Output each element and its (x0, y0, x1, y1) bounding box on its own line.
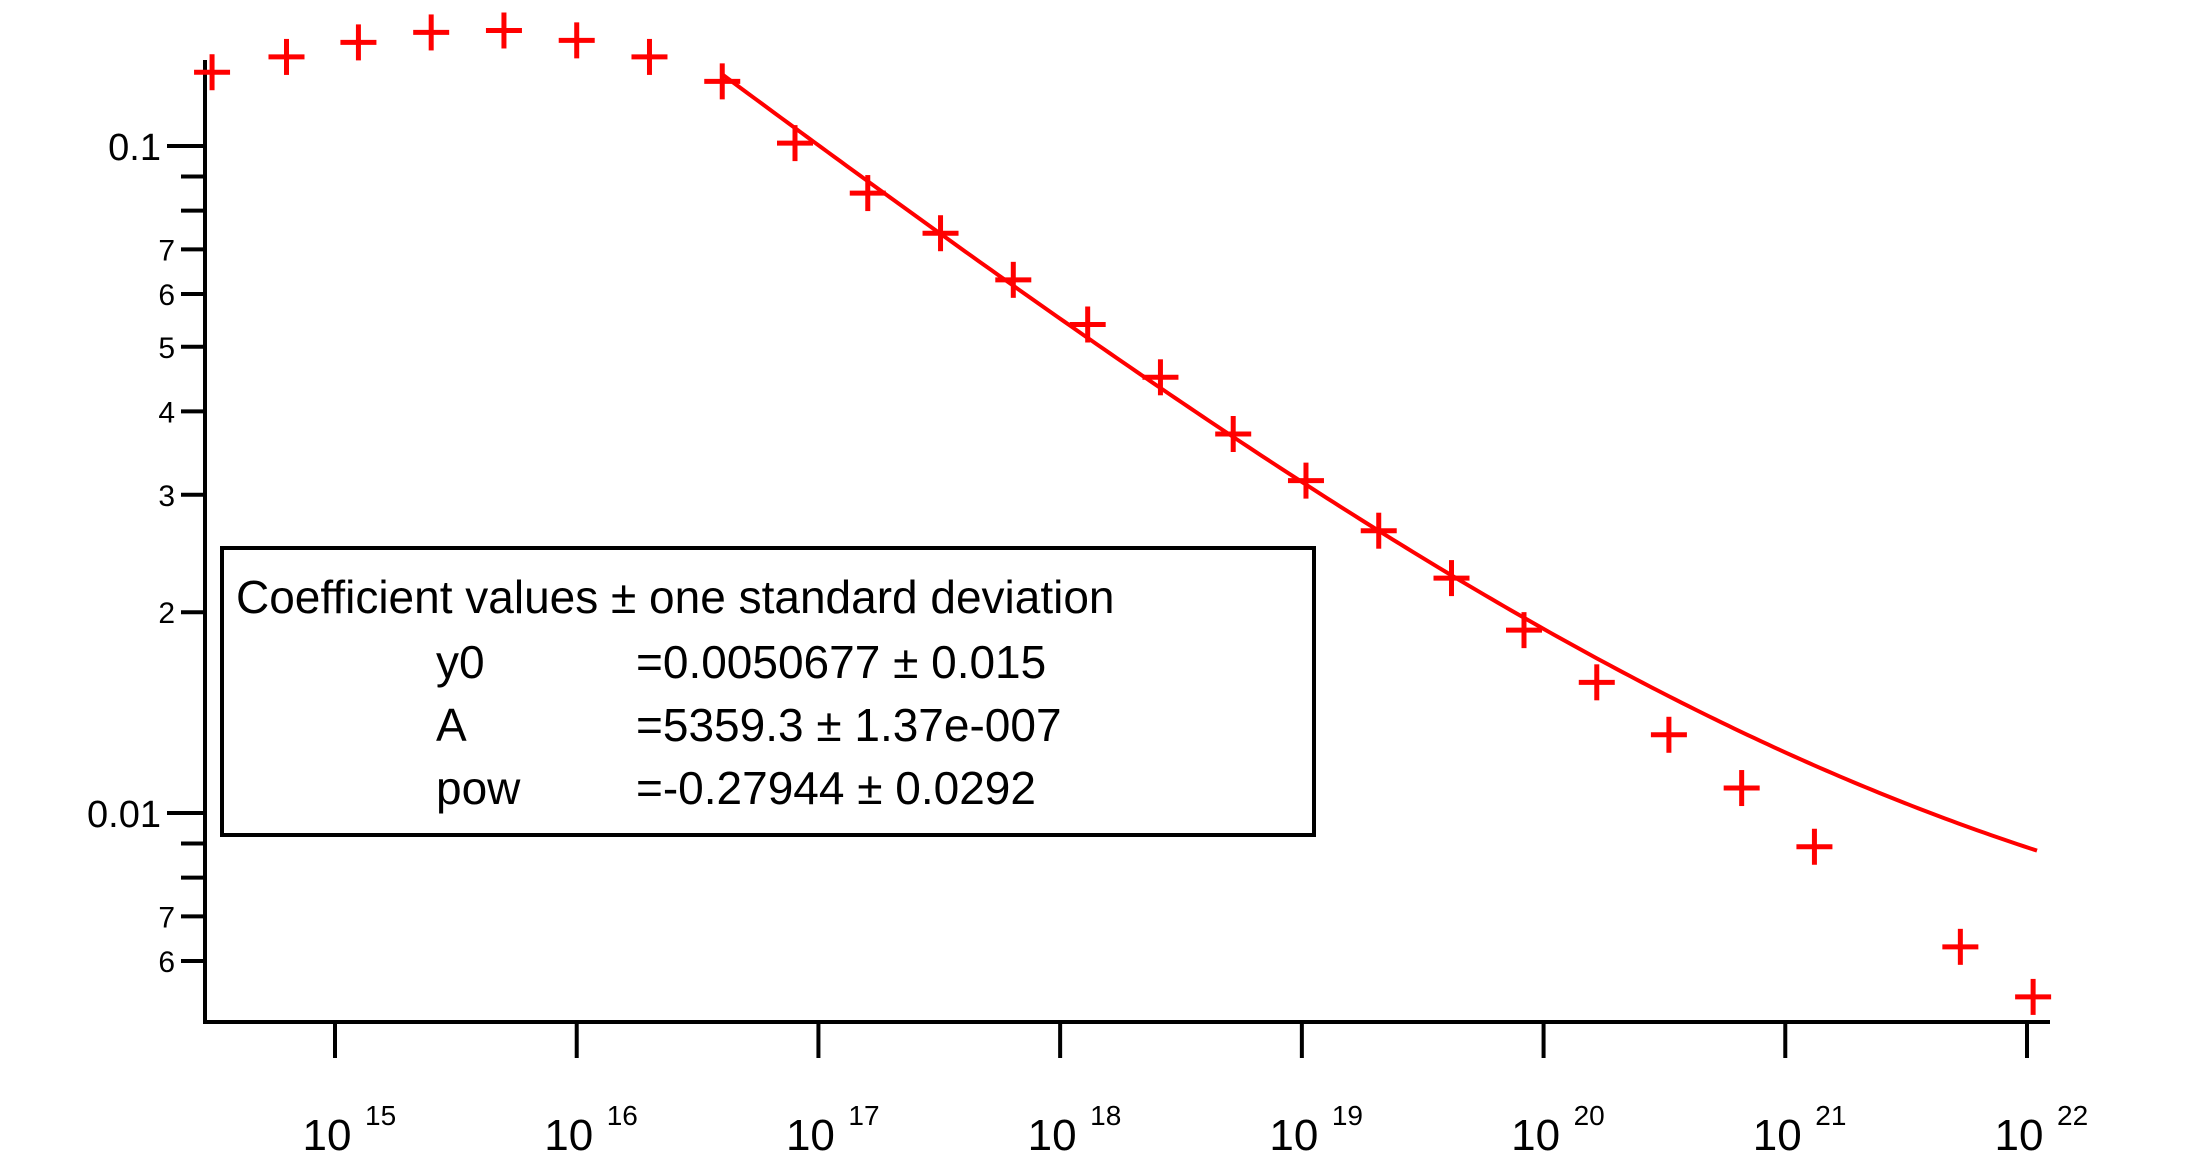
y-minor-tick-label: 7 (158, 234, 175, 267)
legend-row-name-pow: pow (436, 762, 521, 814)
x-tick-label-exponent: 20 (1574, 1100, 1605, 1131)
data-point (922, 215, 959, 252)
data-point (413, 14, 450, 51)
data-point (1069, 306, 1106, 343)
data-point (2015, 978, 2052, 1015)
y-minor-tick-label: 4 (158, 396, 175, 429)
data-point (1723, 770, 1760, 807)
y-minor-tick-label: 6 (158, 279, 175, 312)
data-point (1506, 612, 1543, 649)
data-point (340, 24, 377, 61)
data-point (1287, 462, 1324, 499)
y-minor-tick-label: 5 (158, 332, 175, 365)
data-point (1942, 928, 1979, 965)
y-minor-tick-label: 6 (158, 946, 175, 979)
data-point (1796, 828, 1833, 865)
legend: Coefficient values ± one standard deviat… (220, 546, 1316, 837)
x-tick-label-base: 10 (786, 1111, 835, 1155)
y-minor-tick-label: 7 (158, 901, 175, 934)
legend-row-name-A: A (436, 699, 467, 751)
y-minor-tick-label: 2 (158, 597, 175, 630)
x-tick-label-base: 10 (544, 1111, 593, 1155)
data-point (995, 261, 1032, 298)
data-point (268, 38, 305, 75)
x-tick-label-exponent: 21 (1815, 1100, 1846, 1131)
data-point (777, 125, 814, 162)
x-tick-label-exponent: 22 (2057, 1100, 2088, 1131)
x-tick-label-exponent: 15 (365, 1100, 396, 1131)
legend-box (220, 546, 1316, 837)
data-point (631, 38, 668, 75)
data-point (704, 63, 741, 100)
data-point (1433, 560, 1470, 597)
x-tick-label-exponent: 16 (607, 1100, 638, 1131)
y-tick-label: 0.1 (108, 127, 161, 169)
legend-row-value-y0: =0.0050677 ± 0.015 (636, 636, 1046, 688)
x-tick-label-base: 10 (1028, 1111, 1077, 1155)
x-tick-label-exponent: 19 (1332, 1100, 1363, 1131)
y-minor-tick-label: 3 (158, 480, 175, 513)
legend-title: Coefficient values ± one standard deviat… (236, 571, 1115, 623)
y-tick-label: 0.01 (87, 794, 161, 836)
data-points-layer (194, 12, 2052, 1015)
data-point (1360, 512, 1397, 549)
x-tick-label-base: 10 (1995, 1111, 2044, 1155)
data-point (1578, 664, 1615, 701)
data-point (485, 12, 522, 49)
legend-row-value-pow: =-0.27944 ± 0.0292 (636, 762, 1036, 814)
data-point (558, 22, 595, 59)
legend-row-value-A: =5359.3 ± 1.37e-007 (636, 699, 1062, 751)
axes: 0.1 0.01 7 6 5 4 3 2 7 6 10 15 10 16 10 17 10 18 10 19 10 20 1… (87, 60, 2088, 1155)
data-point (1142, 359, 1179, 396)
legend-row-name-y0: y0 (436, 636, 485, 688)
x-tick-label-base: 10 (303, 1111, 352, 1155)
x-tick-label-base: 10 (1511, 1111, 1560, 1155)
x-tick-label-base: 10 (1753, 1111, 1802, 1155)
data-point (1215, 416, 1252, 453)
data-point (849, 175, 886, 212)
x-tick-label-exponent: 17 (848, 1100, 879, 1131)
data-point (1650, 716, 1687, 753)
x-tick-label-exponent: 18 (1090, 1100, 1121, 1131)
data-point (194, 54, 231, 91)
x-tick-label-base: 10 (1269, 1111, 1318, 1155)
